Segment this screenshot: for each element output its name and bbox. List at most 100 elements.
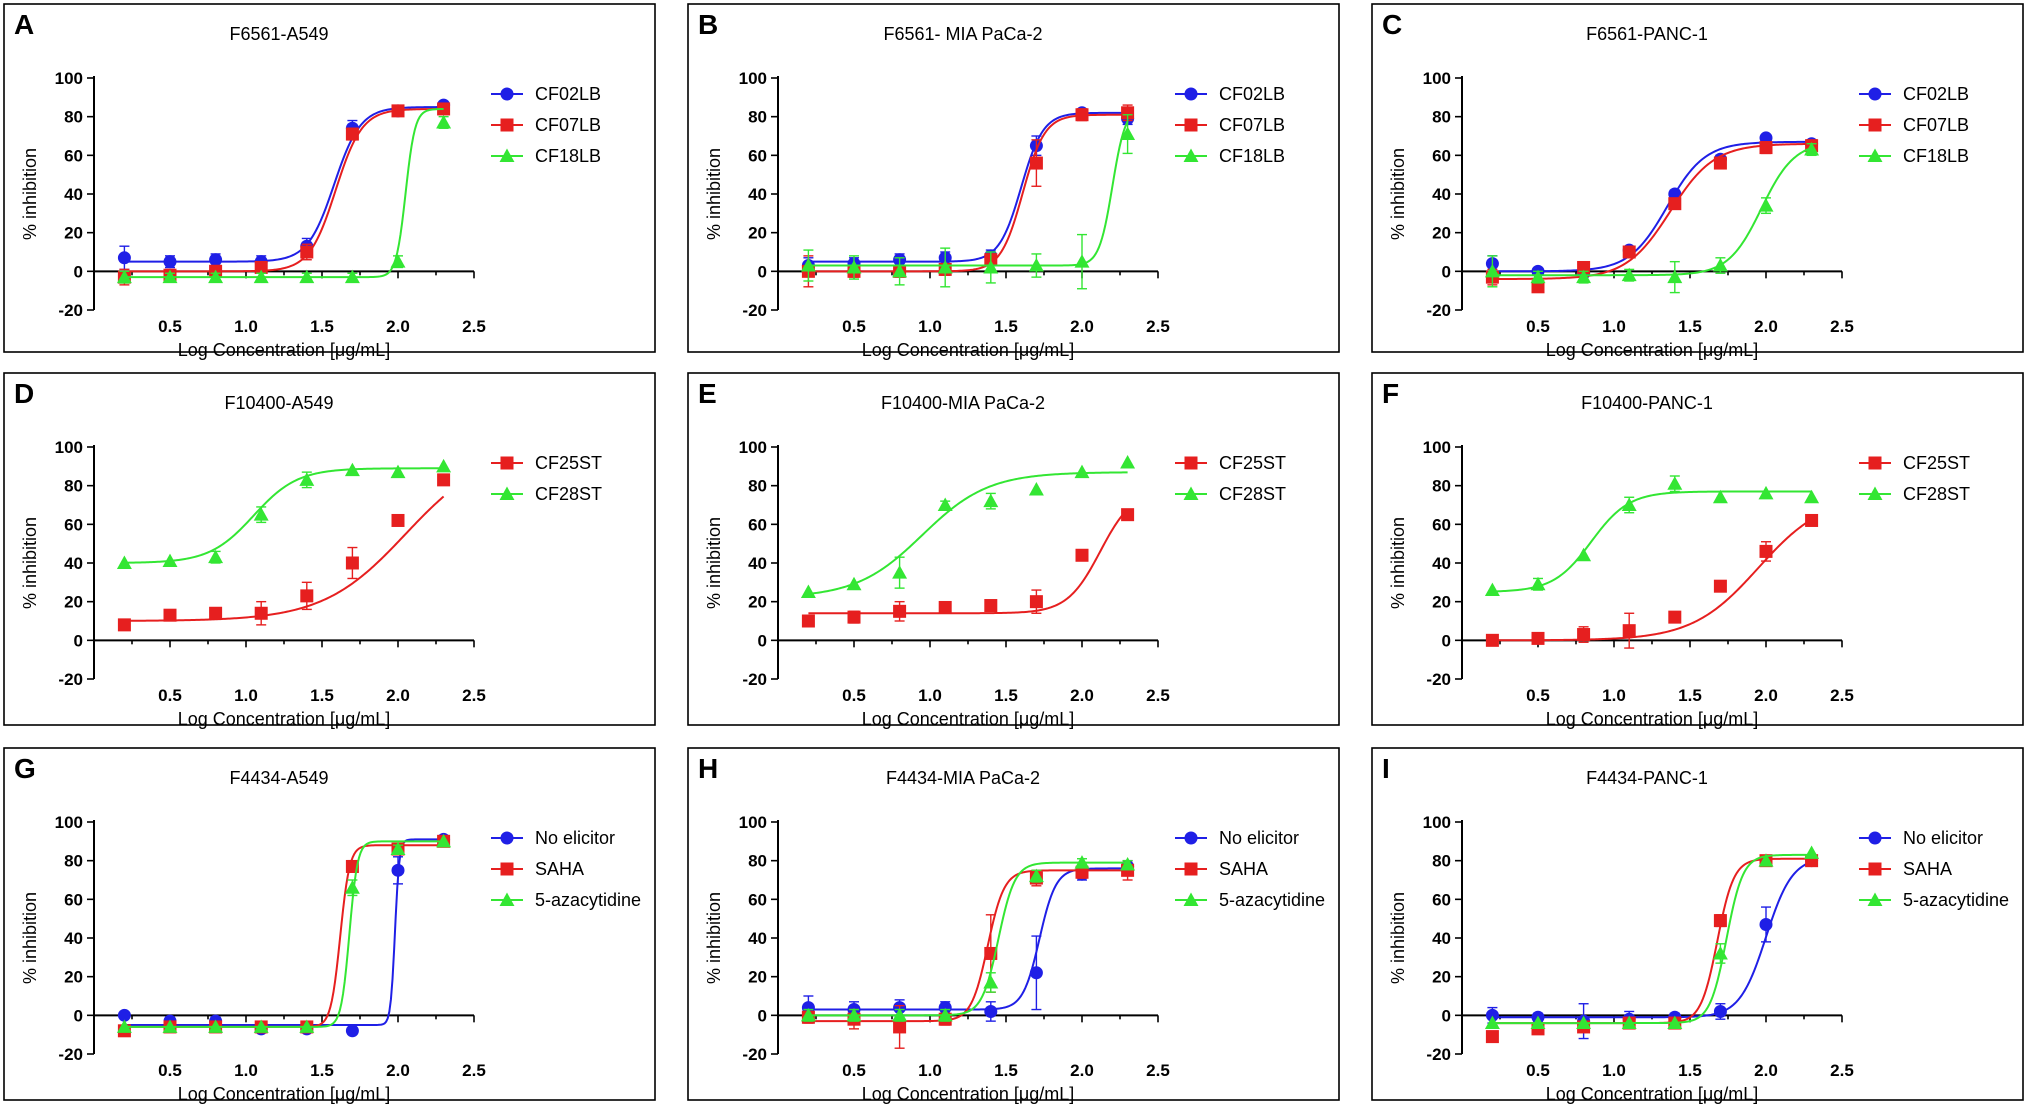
data-point [1621, 267, 1637, 282]
x-tick-label: 1.0 [234, 317, 258, 336]
series-5-azacytidine [1484, 845, 1820, 1030]
y-tick-label: 20 [1432, 224, 1451, 243]
x-tick-label: 1.5 [310, 317, 334, 336]
data-point [299, 1019, 315, 1033]
y-tick-label: 60 [748, 515, 767, 534]
data-point [1621, 497, 1637, 511]
x-axis-title: Log Concentration [μg/mL] [178, 709, 391, 729]
y-tick-label: 60 [64, 515, 83, 534]
x-tick-label: 0.5 [158, 686, 182, 705]
series-5-azacytidine [116, 833, 452, 1033]
data-point [1712, 258, 1728, 272]
chart-title: F6561-PANC-1 [1586, 24, 1708, 44]
x-axis-title: Log Concentration [μg/mL] [862, 1084, 1075, 1104]
x-tick-label: 2.0 [386, 1061, 410, 1080]
legend-label: CF28ST [535, 484, 602, 504]
data-point [1668, 610, 1682, 624]
legend-label: CF25ST [1219, 453, 1286, 473]
x-tick-label: 2.5 [1146, 686, 1170, 705]
panel-e: E F10400-MIA PaCa-2 -20 0 20 40 60 80 100 0.5 1.0 1… [687, 372, 1340, 729]
data-point [1576, 1015, 1592, 1030]
legend-marker [1867, 892, 1883, 906]
panel-d: D F10400-A549 -20 0 20 40 60 80 100 0.5 1.0 1.5 2.0 2… [3, 372, 656, 729]
x-tick-label: 1.0 [234, 1061, 258, 1080]
y-tick-label: 80 [64, 477, 83, 496]
data-point [892, 263, 908, 278]
data-point [209, 253, 223, 267]
legend-marker [499, 148, 515, 162]
legend-label: CF07LB [1903, 115, 1969, 135]
y-tick-label: 20 [1432, 968, 1451, 987]
data-point [1621, 1015, 1637, 1030]
x-tick-label: 1.5 [994, 317, 1018, 336]
data-point [436, 833, 452, 848]
fit-curve [124, 838, 444, 1026]
legend-label: CF25ST [1903, 453, 1970, 473]
data-point [345, 1024, 359, 1038]
x-tick-label: 2.5 [462, 686, 486, 705]
legend-label: No elicitor [1219, 828, 1299, 848]
y-tick-label: 20 [64, 593, 83, 612]
legend-marker [500, 118, 514, 132]
series-cf28st [1484, 475, 1820, 597]
y-tick-label: 80 [64, 852, 83, 871]
data-point [117, 1008, 131, 1022]
data-point [893, 604, 907, 618]
data-point [253, 507, 269, 521]
fit-curve [808, 471, 1128, 595]
x-tick-label: 2.0 [1754, 317, 1778, 336]
series-5-azacytidine [800, 855, 1136, 1022]
panel-h: H F4434-MIA PaCa-2 -20 0 20 40 60 80 100 0.5 1.0 1.… [687, 747, 1340, 1104]
x-tick-label: 0.5 [1526, 1061, 1550, 1080]
data-point [983, 259, 999, 274]
legend-entry: CF18LB [1175, 146, 1285, 166]
legend-marker [499, 892, 515, 906]
legend-entry: CF28ST [1859, 484, 1970, 504]
data-point [1804, 489, 1820, 504]
fit-curve [808, 508, 1129, 615]
x-tick-label: 2.5 [1830, 1061, 1854, 1080]
legend-marker [1868, 87, 1882, 101]
data-point [800, 584, 816, 598]
x-tick-label: 1.5 [1678, 317, 1702, 336]
data-point [938, 1001, 952, 1015]
panel-frame [1371, 3, 2024, 353]
legend-entry: CF18LB [1859, 146, 1969, 166]
data-point [209, 606, 223, 620]
data-point [208, 1019, 224, 1033]
y-tick-label: 20 [748, 593, 767, 612]
panel-frame [3, 3, 656, 353]
legend-marker [1184, 118, 1198, 132]
legend-entry: SAHA [1859, 859, 1952, 879]
legend-entry: CF28ST [1175, 484, 1286, 504]
legend-marker [1868, 118, 1882, 132]
chart-title: F6561- MIA PaCa-2 [883, 24, 1042, 44]
data-point [1074, 464, 1090, 479]
x-tick-label: 0.5 [1526, 317, 1550, 336]
panel-f: F F10400-PANC-1 -20 0 20 40 60 80 100 0.5 1.0 1.5 2.… [1371, 372, 2024, 729]
legend-label: CF18LB [1219, 146, 1285, 166]
data-point [344, 880, 360, 894]
y-tick-label: 100 [739, 69, 767, 88]
chart-title: F10400-MIA PaCa-2 [881, 393, 1045, 413]
y-axis-title: % inhibition [1388, 517, 1408, 609]
x-axis-title: Log Concentration [μg/mL] [1546, 1084, 1759, 1104]
y-tick-label: 100 [55, 438, 83, 457]
y-axis-title: % inhibition [704, 892, 724, 984]
legend-label: SAHA [1219, 859, 1268, 879]
y-tick-label: 100 [55, 813, 83, 832]
x-tick-label: 0.5 [158, 317, 182, 336]
series-cf18lb [1484, 142, 1820, 294]
data-point [345, 556, 359, 570]
data-point [800, 258, 816, 272]
panel-frame [3, 372, 656, 726]
data-point [1485, 633, 1499, 647]
x-tick-label: 2.0 [1754, 686, 1778, 705]
legend-marker [499, 486, 515, 500]
fit-curve [808, 869, 1128, 1023]
fit-curve [808, 120, 1129, 267]
legend-marker [500, 456, 514, 470]
fit-curve [1492, 853, 1812, 1025]
data-point [163, 255, 177, 269]
